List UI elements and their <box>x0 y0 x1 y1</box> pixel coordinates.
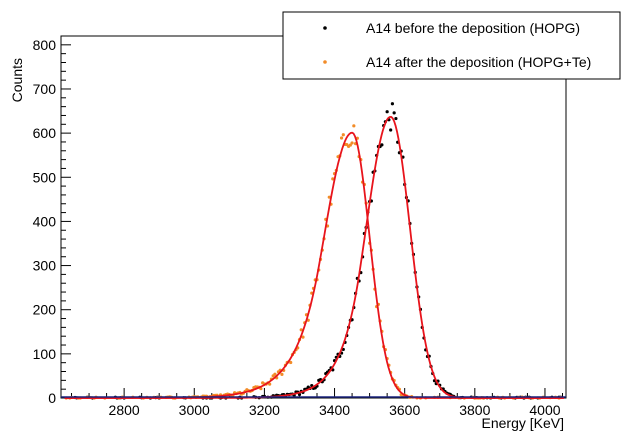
data-point <box>394 116 398 121</box>
y-tick-label: 500 <box>33 169 57 185</box>
data-point <box>268 382 272 386</box>
x-tick-label: 3800 <box>459 402 490 418</box>
data-point <box>289 360 293 365</box>
data-point <box>348 143 352 147</box>
x-axis-title: Energy [KeV] <box>482 415 565 431</box>
data-point <box>390 102 395 106</box>
data-point <box>392 111 396 115</box>
y-tick-label: 200 <box>33 302 57 318</box>
data-point <box>339 136 344 140</box>
data-point <box>301 335 305 339</box>
legend-label-before: A14 before the deposition (HOPG) <box>366 20 580 36</box>
y-tick-label: 100 <box>33 346 57 362</box>
legend-label-after: A14 after the deposition (HOPG+Te) <box>366 54 591 70</box>
data-point <box>331 177 335 181</box>
data-point <box>389 128 393 132</box>
data-point <box>280 372 284 376</box>
fit-curve <box>64 131 564 399</box>
legend: A14 before the deposition (HOPG) A14 aft… <box>282 11 621 80</box>
fit-curve <box>64 115 564 399</box>
x-tick-label: 2800 <box>109 402 140 418</box>
data-point <box>350 141 354 145</box>
data-point <box>341 133 345 137</box>
y-tick-label: 300 <box>33 258 57 274</box>
data-point <box>380 143 384 147</box>
plot-frame <box>60 35 567 399</box>
series-layer <box>64 102 563 400</box>
y-axis-title: Counts <box>9 58 25 102</box>
data-point <box>273 372 277 376</box>
y-tick-label: 700 <box>33 81 57 97</box>
y-tick-label: 600 <box>33 125 57 141</box>
legend-marker-after <box>323 60 327 64</box>
legend-box <box>282 11 621 80</box>
x-tick-label: 4000 <box>529 402 560 418</box>
x-tick-label: 3400 <box>319 402 350 418</box>
data-point <box>352 124 356 128</box>
y-tick-label: 0 <box>48 390 56 406</box>
y-tick-label: 400 <box>33 213 57 229</box>
x-tick-label: 3200 <box>249 402 280 418</box>
x-tick-label: 3600 <box>389 402 420 418</box>
fit-layer <box>64 115 564 399</box>
data-point <box>385 110 389 114</box>
legend-marker-before <box>323 26 327 30</box>
x-axis: 2800 3000 3200 3400 3600 3800 4000 <box>71 388 563 418</box>
x-tick-label: 3000 <box>179 402 210 418</box>
y-tick-label: 800 <box>33 37 57 53</box>
data-point <box>299 328 303 332</box>
y-axis: 0 100 200 300 400 500 600 700 800 <box>33 37 71 406</box>
